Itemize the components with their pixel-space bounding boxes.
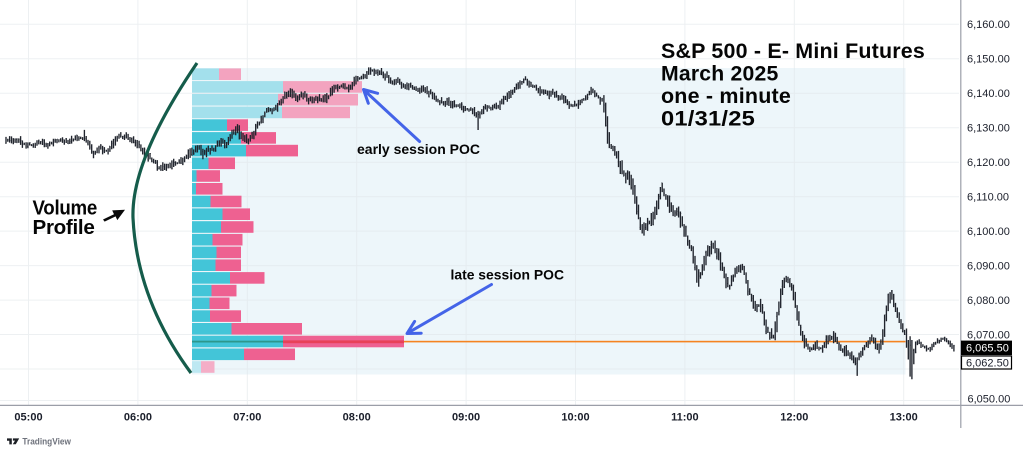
svg-text:08:00: 08:00 — [343, 411, 371, 423]
svg-text:Profile: Profile — [33, 216, 95, 239]
svg-text:11:00: 11:00 — [671, 411, 699, 423]
svg-text:Volume: Volume — [33, 197, 98, 220]
svg-text:6,130.00: 6,130.00 — [967, 123, 1010, 135]
svg-text:6,110.00: 6,110.00 — [967, 192, 1009, 204]
svg-text:6,140.00: 6,140.00 — [967, 88, 1010, 100]
svg-text:6,070.00: 6,070.00 — [967, 329, 1010, 341]
svg-text:6,080.00: 6,080.00 — [967, 295, 1010, 307]
svg-text:6,065.50: 6,065.50 — [966, 343, 1009, 355]
svg-text:6,062.50: 6,062.50 — [966, 357, 1009, 369]
svg-text:6,160.00: 6,160.00 — [967, 19, 1010, 31]
svg-text:S&P 500 - E- Mini Futures: S&P 500 - E- Mini Futures — [661, 39, 925, 63]
svg-text:TradingView: TradingView — [22, 436, 71, 446]
svg-text:late session POC: late session POC — [451, 267, 565, 283]
svg-text:6,120.00: 6,120.00 — [967, 157, 1010, 169]
svg-text:6,050.00: 6,050.00 — [968, 393, 1011, 405]
svg-text:05:00: 05:00 — [14, 411, 42, 423]
svg-text:07:00: 07:00 — [233, 411, 261, 423]
svg-text:13:00: 13:00 — [890, 411, 918, 423]
svg-text:March 2025: March 2025 — [661, 62, 779, 86]
svg-text:12:00: 12:00 — [780, 411, 808, 423]
svg-text:one - minute: one - minute — [661, 84, 791, 108]
svg-text:06:00: 06:00 — [124, 411, 152, 423]
svg-text:6,100.00: 6,100.00 — [967, 226, 1010, 238]
svg-text:10:00: 10:00 — [561, 411, 589, 423]
svg-text:01/31/25: 01/31/25 — [661, 107, 755, 131]
svg-text:6,150.00: 6,150.00 — [967, 54, 1010, 66]
svg-text:6,090.00: 6,090.00 — [967, 260, 1010, 272]
svg-text:09:00: 09:00 — [452, 411, 480, 423]
svg-text:early session POC: early session POC — [357, 141, 480, 157]
